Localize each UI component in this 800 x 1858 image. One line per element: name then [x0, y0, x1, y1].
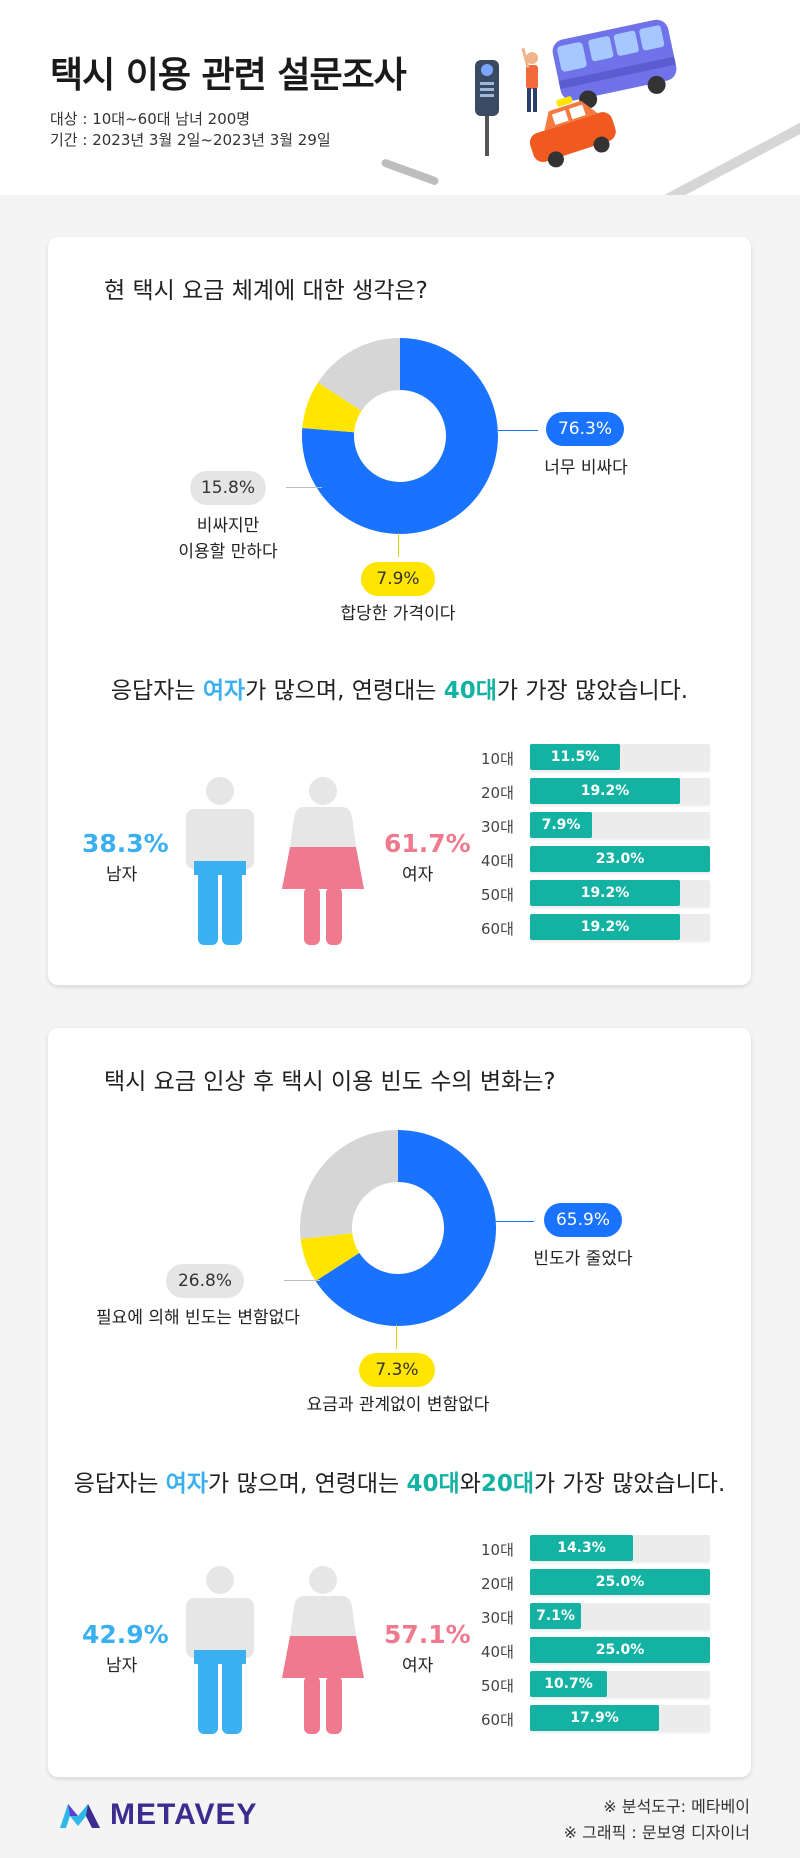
survey-card-2: 택시 요금 인상 후 택시 이용 빈도 수의 변화는? 65.9% 빈도가 줄었… — [48, 1028, 751, 1777]
age-bar: 7.9% — [530, 812, 592, 838]
age-bar: 11.5% — [530, 744, 620, 770]
question-title: 현 택시 요금 체계에 대한 생각은? — [104, 278, 428, 304]
leader-line — [284, 1280, 320, 1281]
pie-value-badge: 15.8% — [190, 471, 266, 505]
pie-label: 너무 비싸다 — [544, 458, 628, 478]
pie-label: 비싸지만 — [196, 516, 260, 536]
credit-designer: ※ 그래픽 : 문보영 디자이너 — [563, 1823, 750, 1842]
male-percent: 42.9% — [82, 1620, 169, 1649]
donut-slice — [302, 382, 362, 433]
age-label: 10대 — [481, 750, 514, 768]
age-label: 30대 — [481, 818, 514, 836]
donut-slice — [317, 338, 400, 411]
survey-period: 기간 : 2023년 3월 2일~2023년 3월 29일 — [50, 131, 331, 149]
pie-value-badge: 7.9% — [361, 562, 435, 596]
age-label: 20대 — [481, 784, 514, 802]
age-label: 60대 — [481, 920, 514, 938]
age-label: 20대 — [481, 1575, 514, 1593]
male-label: 남자 — [106, 865, 138, 885]
age-bar: 19.2% — [530, 914, 680, 940]
leader-line — [498, 430, 538, 431]
respondent-summary: 응답자는 여자가 많으며, 연령대는 40대가 가장 많았습니다. — [110, 678, 689, 704]
age-bar: 17.9% — [530, 1705, 659, 1731]
age-bar: 10.7% — [530, 1671, 607, 1697]
age-bar: 23.0% — [530, 846, 710, 872]
pie-label: 합당한 가격이다 — [340, 604, 456, 624]
metavey-logo-mark-icon — [60, 1804, 100, 1828]
male-figure-icon — [186, 777, 254, 945]
age-bar: 19.2% — [530, 778, 680, 804]
female-figure-icon — [282, 777, 364, 945]
leader-line — [494, 1221, 534, 1222]
pie-label: 필요에 의해 빈도는 변함없다 — [96, 1308, 300, 1328]
leader-line — [396, 1325, 397, 1349]
survey-target: 대상 : 10대~60대 남녀 200명 — [50, 110, 251, 128]
pie-label: 요금과 관계없이 변함없다 — [306, 1395, 490, 1415]
age-bar: 25.0% — [530, 1569, 710, 1595]
header: 택시 이용 관련 설문조사 대상 : 10대~60대 남녀 200명 기간 : … — [0, 0, 800, 195]
metavey-logo: METAVEY — [58, 1798, 258, 1832]
age-label: 50대 — [481, 886, 514, 904]
age-label: 50대 — [481, 1677, 514, 1695]
age-label: 40대 — [481, 1643, 514, 1661]
pie-value-badge: 76.3% — [546, 412, 624, 446]
age-bar: 25.0% — [530, 1637, 710, 1663]
leader-line — [286, 487, 322, 488]
pie-value-badge: 65.9% — [544, 1203, 622, 1237]
question-title: 택시 요금 인상 후 택시 이용 빈도 수의 변화는? — [104, 1069, 556, 1095]
donut-chart — [302, 338, 498, 534]
pie-value-badge: 7.3% — [359, 1353, 435, 1387]
donut-slice — [302, 338, 498, 534]
female-label: 여자 — [402, 1656, 434, 1676]
age-label: 10대 — [481, 1541, 514, 1559]
donut-chart — [300, 1130, 496, 1326]
credit-tool: ※ 분석도구: 메타베이 — [603, 1797, 750, 1816]
respondent-summary: 응답자는 여자가 많으며, 연령대는 40대와20대가 가장 많았습니다. — [73, 1471, 726, 1497]
female-percent: 61.7% — [384, 829, 471, 858]
brand-name: METAVEY — [110, 1798, 258, 1831]
page-title: 택시 이용 관련 설문조사 — [50, 55, 407, 96]
age-label: 60대 — [481, 1711, 514, 1729]
female-figure-icon — [282, 1566, 364, 1734]
age-bar: 14.3% — [530, 1535, 633, 1561]
donut-slice — [315, 1130, 496, 1326]
male-figure-icon — [186, 1566, 254, 1734]
female-percent: 57.1% — [384, 1620, 471, 1649]
pie-label: 빈도가 줄었다 — [533, 1249, 633, 1269]
age-bar: 19.2% — [530, 880, 680, 906]
male-label: 남자 — [106, 1656, 138, 1676]
female-label: 여자 — [402, 865, 434, 885]
age-label: 40대 — [481, 852, 514, 870]
age-label: 30대 — [481, 1609, 514, 1627]
road-decoration — [380, 157, 440, 187]
donut-slice — [300, 1233, 360, 1282]
male-percent: 38.3% — [82, 829, 169, 858]
pie-value-badge: 26.8% — [166, 1264, 244, 1298]
leader-line — [398, 533, 399, 557]
survey-card-1: 현 택시 요금 체계에 대한 생각은? 76.3% 너무 비싸다 15.8% 비… — [48, 237, 751, 985]
pie-label: 이용할 만하다 — [178, 542, 278, 562]
age-bar: 7.1% — [530, 1603, 581, 1629]
taxi-scene-illustration — [475, 19, 677, 168]
donut-slice — [300, 1130, 398, 1240]
